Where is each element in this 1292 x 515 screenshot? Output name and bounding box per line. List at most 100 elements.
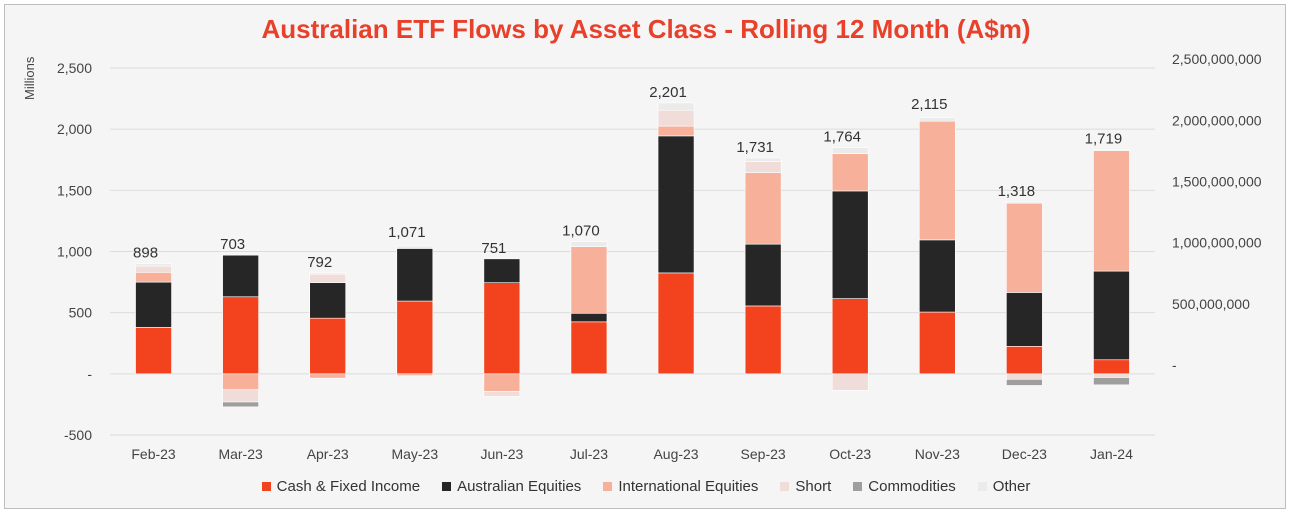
bar-segment xyxy=(309,273,347,283)
y-tick-label: 2,000 xyxy=(57,121,92,137)
total-data-label: 1,318 xyxy=(998,183,1036,200)
bar-segment xyxy=(831,190,869,299)
bar-segment xyxy=(1006,201,1043,204)
y-tick-label: - xyxy=(87,366,92,382)
bar-segment xyxy=(309,373,347,379)
bar-segment xyxy=(396,300,434,375)
x-tick-label: Jan-24 xyxy=(1090,446,1133,462)
bar-segment xyxy=(222,389,259,403)
y2-tick-label: 1,000,000,000 xyxy=(1172,235,1262,251)
y-tick-label: 500 xyxy=(69,305,93,321)
bar-segment xyxy=(135,327,172,375)
bar-segment xyxy=(1093,373,1130,378)
bar-segment xyxy=(831,373,869,391)
legend-swatch xyxy=(261,482,271,491)
legend: Cash & Fixed Income Australian Equities In… xyxy=(0,478,1292,495)
bar-segment xyxy=(831,153,869,192)
bar-segment xyxy=(135,265,172,273)
bar-segment xyxy=(135,263,172,267)
legend-swatch xyxy=(853,482,863,491)
bar-segment xyxy=(1093,377,1130,386)
bar-segment xyxy=(1093,150,1130,272)
bar-segment xyxy=(1093,149,1130,151)
bar-segment xyxy=(1093,270,1130,361)
legend-item: International Equities xyxy=(603,478,758,495)
bar-segment xyxy=(657,272,695,375)
x-tick-label: Jul-23 xyxy=(570,446,608,462)
bar-segment xyxy=(135,271,172,283)
bar-segment xyxy=(918,120,956,241)
x-tick-label: Apr-23 xyxy=(307,446,349,462)
total-data-label: 703 xyxy=(220,236,245,253)
bar-segment xyxy=(396,373,434,376)
total-data-label: 1,719 xyxy=(1085,130,1123,147)
bar-segment xyxy=(744,172,782,245)
bar-segment xyxy=(396,248,434,302)
bar-segment xyxy=(222,401,259,408)
x-tick-label: May-23 xyxy=(391,446,438,462)
bar-segment xyxy=(570,312,608,323)
legend-label: Short xyxy=(795,478,832,495)
bar-segment xyxy=(1006,373,1043,380)
total-data-label: 2,115 xyxy=(911,96,947,113)
x-tick-label: Dec-23 xyxy=(1002,446,1047,462)
x-tick-label: Aug-23 xyxy=(653,446,698,462)
bar-segment xyxy=(483,282,521,375)
bar-segment xyxy=(744,161,782,173)
legend-swatch xyxy=(603,482,613,491)
bar-segment xyxy=(222,373,259,391)
bar-segment xyxy=(309,282,347,319)
x-tick-label: Feb-23 xyxy=(131,446,176,462)
bar-segment xyxy=(918,311,956,375)
total-data-label: 898 xyxy=(133,245,158,262)
chart-frame xyxy=(4,4,1286,509)
total-data-label: 792 xyxy=(307,254,332,271)
bar-segment xyxy=(570,321,608,375)
bar-segment xyxy=(396,245,434,249)
bar-segment xyxy=(744,157,782,162)
bar-segment xyxy=(1006,346,1043,375)
bar-segment xyxy=(483,258,521,283)
bar-segment xyxy=(570,241,608,247)
bar-segment xyxy=(1006,379,1043,386)
y-tick-label: 1,500 xyxy=(57,182,92,198)
bar-segment xyxy=(657,102,695,111)
y2-tick-label: 1,500,000,000 xyxy=(1172,174,1262,190)
legend-label: Cash & Fixed Income xyxy=(276,478,421,495)
legend-item: Commodities xyxy=(853,478,956,495)
y-tick-label: -500 xyxy=(64,427,92,443)
legend-label: Commodities xyxy=(868,478,956,495)
legend-label: International Equities xyxy=(618,478,759,495)
x-tick-label: Jun-23 xyxy=(480,446,523,462)
bar-segment xyxy=(309,272,347,275)
bar-segment xyxy=(483,391,521,397)
legend-label: Other xyxy=(992,478,1031,495)
x-tick-label: Oct-23 xyxy=(829,446,871,462)
x-tick-label: Sep-23 xyxy=(741,446,786,462)
bar-segment xyxy=(222,296,259,375)
y-tick-label: 2,500 xyxy=(57,60,92,76)
chart-plot: -500-5001,0001,5002,0002,500-500,000,000… xyxy=(57,51,1262,462)
bar-segment xyxy=(570,246,608,314)
legend-swatch xyxy=(442,482,452,491)
legend-item: Short xyxy=(780,478,831,495)
bar-segment xyxy=(657,135,695,274)
legend-item: Australian Equities xyxy=(442,478,581,495)
bar-segment xyxy=(744,305,782,375)
bar-segment xyxy=(309,317,347,375)
total-data-label: 751 xyxy=(481,240,506,257)
y-tick-label: 1,000 xyxy=(57,244,92,260)
y2-tick-label: 2,500,000,000 xyxy=(1172,51,1262,67)
bar-segment xyxy=(744,243,782,307)
bar-segment xyxy=(918,239,956,313)
bar-segment xyxy=(222,254,259,298)
x-tick-label: Nov-23 xyxy=(915,446,960,462)
y2-tick-label: 2,000,000,000 xyxy=(1172,112,1262,128)
legend-swatch xyxy=(780,482,790,491)
total-data-label: 1,764 xyxy=(823,129,861,146)
bar-segment xyxy=(483,373,521,392)
x-tick-label: Mar-23 xyxy=(218,446,263,462)
bar-segment xyxy=(1006,202,1043,293)
legend-label: Australian Equities xyxy=(457,478,582,495)
chart-title: Australian ETF Flows by Asset Class - Ro… xyxy=(261,14,1031,44)
